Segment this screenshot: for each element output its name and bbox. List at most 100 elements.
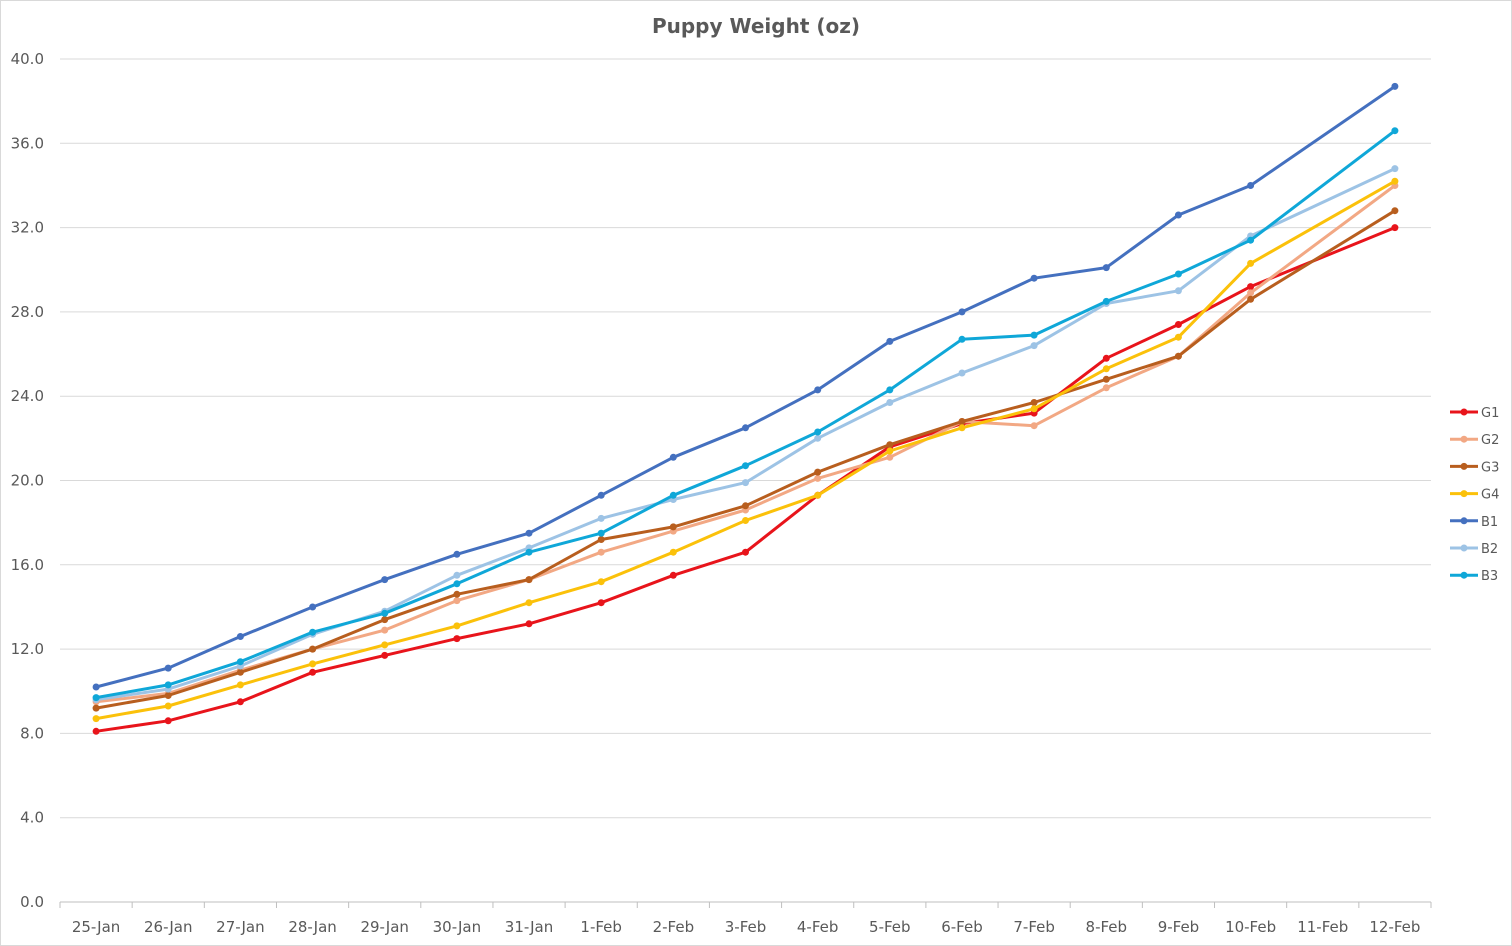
legend-item-b2: B2 (1450, 542, 1498, 557)
legend-swatch-marker (1460, 571, 1468, 579)
data-point (597, 491, 605, 499)
data-point (958, 369, 966, 377)
y-tick-label: 4.0 (20, 809, 44, 827)
data-point (236, 633, 244, 640)
data-point (1247, 182, 1255, 189)
y-tick-label: 12.0 (11, 640, 44, 658)
data-point (1102, 264, 1110, 272)
data-point (958, 418, 966, 425)
data-point (1174, 211, 1182, 219)
legend-swatch-marker (1460, 462, 1468, 470)
data-point (669, 523, 677, 531)
data-point (164, 702, 172, 710)
legend-label: G4 (1481, 488, 1499, 503)
data-point (309, 660, 317, 668)
data-point (597, 536, 605, 543)
data-point (1102, 297, 1110, 305)
data-point (1391, 82, 1399, 90)
series-g3 (92, 207, 1399, 712)
data-point (597, 548, 605, 556)
data-point (381, 641, 389, 649)
data-point (381, 651, 389, 659)
x-tick-label: 26-Jan (144, 918, 192, 936)
data-point (453, 550, 461, 558)
data-point (1174, 270, 1182, 278)
x-tick-label: 9-Feb (1158, 918, 1200, 936)
data-point (669, 571, 677, 579)
data-point (453, 571, 461, 579)
x-tick-label: 31-Jan (505, 918, 553, 936)
data-point (453, 622, 461, 630)
legend-label: B1 (1481, 515, 1498, 530)
data-point (525, 620, 533, 628)
data-point (1391, 224, 1399, 232)
x-tick-label: 27-Jan (216, 918, 264, 936)
y-tick-label: 24.0 (11, 387, 44, 405)
legend-label: G2 (1481, 433, 1499, 448)
data-point (92, 715, 100, 723)
x-tick-label: 29-Jan (360, 918, 408, 936)
y-tick-label: 40.0 (11, 50, 44, 68)
data-point (525, 576, 533, 584)
data-point (1391, 127, 1399, 135)
series-b3 (92, 127, 1399, 702)
x-tick-label: 12-Feb (1369, 918, 1420, 936)
legend-swatch-marker (1460, 517, 1468, 525)
data-point (886, 441, 894, 449)
x-tick-label: 2-Feb (653, 918, 695, 936)
series-line-b2 (94, 167, 1397, 702)
series-g4 (92, 177, 1399, 723)
data-point (742, 548, 749, 556)
data-point (1391, 207, 1399, 215)
series-line-g1 (94, 226, 1397, 733)
legend-label: G3 (1481, 460, 1499, 475)
y-tick-label: 8.0 (20, 724, 44, 742)
data-point (164, 681, 172, 689)
data-point (236, 681, 244, 689)
data-point (525, 529, 533, 537)
y-tick-label: 32.0 (11, 219, 44, 237)
data-point (309, 603, 317, 611)
data-point (381, 626, 389, 634)
y-tick-label: 0.0 (20, 893, 44, 911)
legend-swatch-marker (1460, 544, 1468, 552)
legend-item-g4: G4 (1450, 488, 1499, 503)
data-point (1174, 352, 1182, 360)
data-point (164, 717, 172, 725)
data-point (669, 453, 677, 461)
legend-label: B2 (1481, 542, 1498, 557)
x-tick-label: 7-Feb (1013, 918, 1055, 936)
data-point (886, 386, 894, 394)
series-line-b3 (94, 129, 1397, 700)
data-point (597, 578, 605, 586)
data-point (1102, 354, 1110, 362)
data-point (814, 386, 822, 394)
data-point (814, 428, 822, 436)
data-point (742, 424, 749, 432)
data-point (381, 616, 389, 624)
data-point (1174, 287, 1182, 295)
data-point (742, 479, 749, 487)
data-point (1247, 289, 1255, 297)
data-point (1102, 365, 1110, 373)
data-point (1247, 295, 1255, 303)
x-tick-label: 11-Feb (1297, 918, 1348, 936)
data-point (1247, 283, 1255, 291)
data-point (381, 609, 389, 617)
x-tick-label: 4-Feb (797, 918, 839, 936)
data-point (309, 645, 317, 653)
series-group (92, 82, 1399, 735)
data-point (525, 548, 533, 556)
x-tick-label: 3-Feb (725, 918, 767, 936)
data-point (236, 668, 244, 676)
data-point (958, 424, 966, 432)
x-tick-label: 25-Jan (72, 918, 120, 936)
data-point (1391, 165, 1399, 173)
data-point (669, 548, 677, 556)
data-point (814, 474, 822, 482)
data-point (742, 517, 749, 524)
data-point (381, 576, 389, 584)
data-point (92, 683, 100, 691)
data-point (453, 590, 461, 598)
